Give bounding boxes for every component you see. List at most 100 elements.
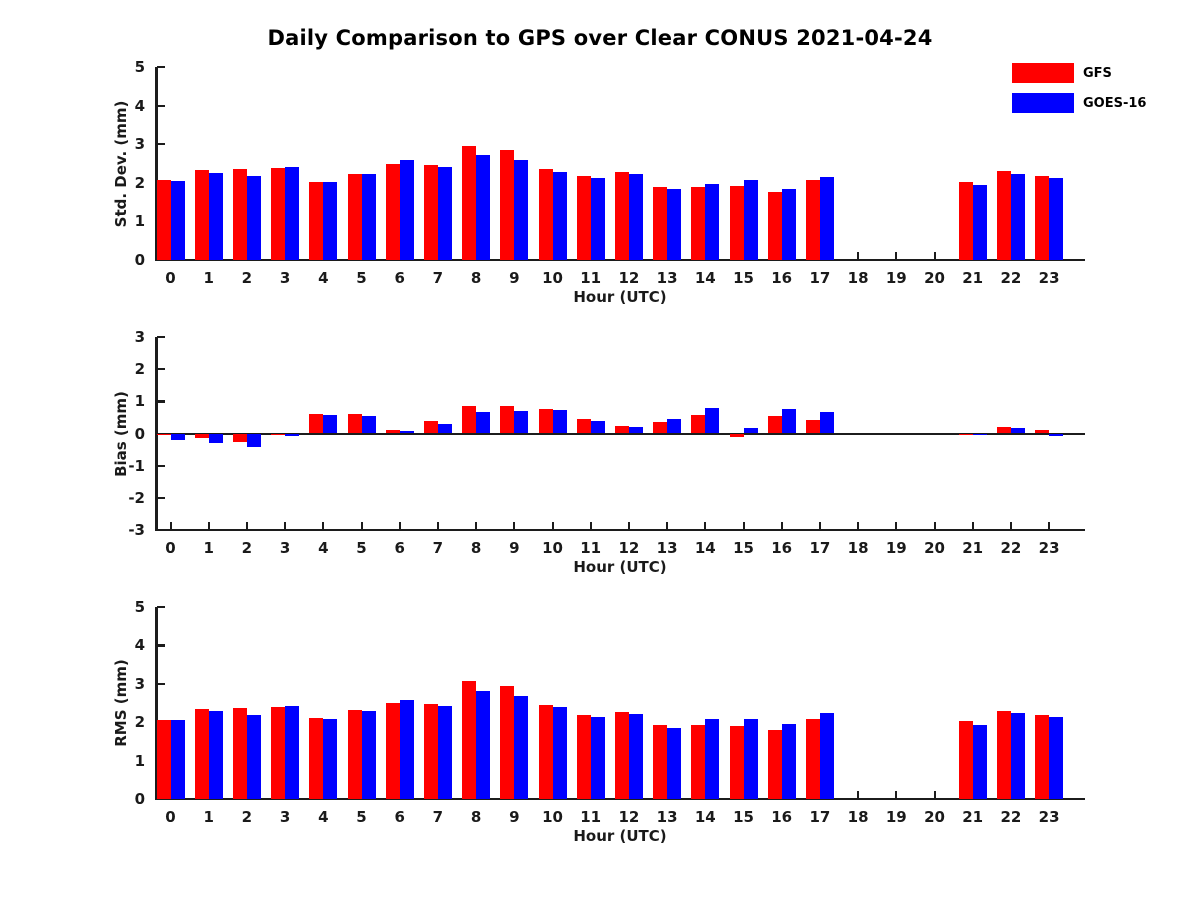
y-tick-mark [157, 368, 165, 371]
x-tick-label: 17 [809, 269, 831, 287]
bar-goes-16-hour-4 [323, 181, 338, 260]
bar-gfs-hour-15 [729, 726, 744, 799]
x-tick-label: 12 [618, 808, 640, 826]
bar-gfs-hour-16 [767, 415, 782, 434]
y-tick-label: 1 [134, 212, 145, 231]
x-tick-mark [398, 522, 401, 529]
x-tick-label: 7 [432, 808, 444, 826]
y-axis-label-rms: RMS (mm) [112, 659, 130, 747]
y-tick-label: 2 [134, 713, 145, 732]
bar-goes-16-hour-23 [1049, 178, 1064, 260]
x-axis-line [155, 528, 1085, 531]
bar-goes-16-hour-4 [323, 718, 338, 799]
legend-label-gfs: GFS [1083, 65, 1112, 81]
bar-goes-16-hour-15 [743, 179, 758, 260]
x-tick-label: 20 [924, 539, 945, 557]
x-tick-mark [207, 522, 210, 529]
bar-goes-16-hour-8 [476, 411, 491, 434]
y-axis-line [155, 67, 158, 260]
bar-goes-16-hour-2 [246, 176, 261, 260]
bar-goes-16-hour-6 [399, 431, 414, 434]
x-tick-label: 1 [203, 808, 214, 826]
x-tick-label: 21 [962, 539, 984, 557]
bar-goes-16-hour-3 [285, 433, 300, 437]
x-tick-mark [895, 791, 898, 798]
y-tick-label: 2 [134, 173, 145, 192]
bar-gfs-hour-17 [805, 719, 820, 799]
x-tick-mark [1009, 522, 1013, 529]
bar-gfs-hour-8 [462, 681, 477, 799]
x-tick-label: 20 [924, 269, 945, 287]
x-tick-label: 6 [394, 808, 405, 826]
bar-goes-16-hour-0 [170, 433, 185, 440]
bar-goes-16-hour-1 [208, 710, 223, 799]
bar-gfs-hour-2 [232, 707, 247, 799]
bar-gfs-hour-10 [538, 409, 553, 434]
bar-goes-16-hour-5 [361, 711, 376, 799]
x-tick-label: 8 [470, 269, 482, 287]
x-tick-label: 5 [356, 808, 367, 826]
bar-gfs-hour-9 [500, 150, 515, 260]
legend: GFS GOES-16 [1012, 63, 1146, 123]
x-tick-label: 1 [203, 539, 214, 557]
x-tick-label: 8 [470, 808, 482, 826]
x-axis-label-hour-utc: Hour (UTC) [573, 827, 667, 845]
bar-goes-16-hour-23 [1049, 716, 1064, 799]
bar-gfs-hour-2 [232, 433, 247, 442]
bar-gfs-hour-13 [653, 421, 668, 434]
x-tick-label: 2 [241, 539, 253, 557]
bar-goes-16-hour-13 [667, 418, 682, 434]
bar-goes-16-hour-7 [437, 166, 452, 260]
x-tick-mark [971, 522, 974, 529]
bar-goes-16-hour-11 [590, 420, 605, 434]
x-tick-label: 0 [165, 808, 176, 826]
x-tick-label: 9 [509, 808, 520, 826]
bar-gfs-hour-7 [423, 421, 438, 434]
x-tick-label: 21 [962, 269, 984, 287]
bar-goes-16-hour-12 [628, 427, 643, 434]
bar-gfs-hour-21 [958, 433, 973, 435]
bar-goes-16-hour-3 [285, 166, 300, 260]
x-tick-label: 14 [694, 539, 716, 557]
bar-gfs-hour-5 [347, 413, 362, 434]
bar-goes-16-hour-11 [590, 716, 605, 799]
x-tick-mark [436, 522, 440, 529]
bar-gfs-hour-16 [767, 191, 782, 260]
bar-gfs-hour-1 [194, 433, 209, 438]
bar-gfs-hour-6 [385, 429, 400, 434]
bar-gfs-hour-23 [1035, 715, 1050, 799]
bar-gfs-hour-4 [309, 414, 324, 434]
y-tick-label: 2 [134, 360, 145, 379]
x-tick-label: 2 [241, 808, 253, 826]
bar-gfs-hour-10 [538, 169, 553, 260]
x-tick-label: 9 [509, 539, 520, 557]
bar-gfs-hour-21 [958, 721, 973, 799]
bar-gfs-hour-11 [576, 714, 591, 799]
x-tick-label: 13 [656, 269, 678, 287]
bar-goes-16-hour-14 [705, 408, 720, 434]
x-tick-label: 13 [656, 539, 678, 557]
bar-gfs-hour-8 [462, 405, 477, 434]
x-tick-label: 2 [241, 269, 253, 287]
bar-gfs-hour-17 [805, 180, 820, 260]
bar-goes-16-hour-21 [972, 433, 987, 435]
bar-gfs-hour-22 [996, 171, 1011, 260]
bar-goes-16-hour-0 [170, 719, 185, 799]
bar-goes-16-hour-11 [590, 178, 605, 260]
bar-goes-16-hour-17 [819, 176, 834, 260]
bar-gfs-hour-23 [1035, 176, 1050, 260]
y-tick-label: 5 [134, 598, 145, 616]
x-axis-label-hour-utc: Hour (UTC) [573, 288, 667, 306]
y-tick-label: 1 [134, 751, 145, 770]
bar-goes-16-hour-22 [1010, 712, 1025, 799]
bar-goes-16-hour-23 [1049, 433, 1064, 437]
x-tick-label: 23 [1038, 269, 1060, 287]
x-tick-label: 14 [694, 808, 716, 826]
x-tick-label: 14 [694, 269, 716, 287]
x-tick-mark [780, 522, 783, 529]
y-tick-label: 4 [134, 636, 145, 655]
x-tick-mark [742, 522, 745, 529]
x-tick-mark [933, 791, 936, 798]
x-tick-label: 22 [1000, 269, 1022, 287]
